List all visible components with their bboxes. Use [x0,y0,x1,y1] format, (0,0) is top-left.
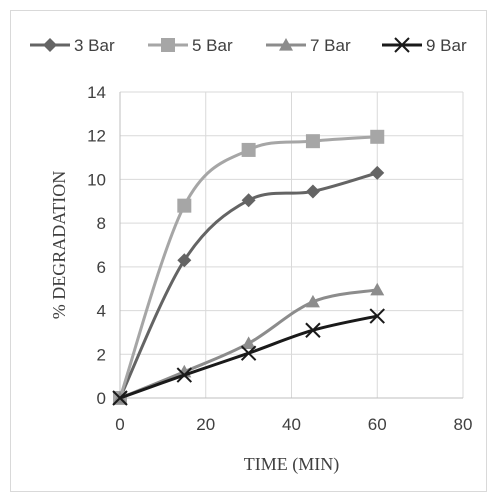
x-tick-label: 60 [368,415,387,434]
legend-label-3-bar: 3 Bar [74,36,115,55]
legend-label-5-bar: 5 Bar [192,36,233,55]
data-point-3-bar [241,193,256,208]
data-point-5-bar [241,142,256,157]
data-point-9-bar [176,367,193,383]
gridlines [120,91,464,398]
data-point-5-bar [370,129,385,144]
legend-marker-9-bar [394,37,410,53]
x-tick-label: 0 [115,415,124,434]
series-layer [112,129,385,406]
x-tick-label: 80 [454,415,473,434]
x-tick-label: 20 [196,415,215,434]
legend-label-9-bar: 9 Bar [426,36,467,55]
legend-label-7-bar: 7 Bar [310,36,351,55]
x-axis-title: TIME (MIN) [244,454,339,475]
data-point-3-bar [305,184,320,199]
legend-marker-7-bar [279,38,293,51]
series-line-9-bar [119,314,378,400]
legend-marker-5-bar [161,38,175,52]
series-line-3-bar [118,171,378,399]
y-tick-label: 0 [97,389,106,408]
x-marker-stroke [305,322,321,338]
data-point-7-bar [241,336,256,349]
x-marker-stroke [176,367,193,383]
chart-frame [10,10,487,492]
data-point-9-bar [369,308,385,324]
x-marker-stroke [369,308,385,324]
y-tick-label: 2 [97,345,106,364]
tick-labels: 0 2 4 6 8 10 12 14 0 20 40 60 80 [87,83,472,434]
y-tick-label: 14 [87,83,106,102]
legend: 3 Bar 5 Bar 7 Bar 9 Bar [30,36,467,55]
x-tick-label: 40 [282,415,301,434]
axes [119,92,463,399]
data-point-5-bar [305,134,320,149]
data-point-3-bar [370,165,385,180]
legend-marker-3-bar [43,38,57,52]
series-line-5-bar [118,135,378,399]
data-point-9-bar [240,345,257,361]
y-tick-label: 8 [97,214,106,233]
x-marker-stroke [394,37,410,53]
data-point-9-bar [112,390,128,406]
y-tick-label: 12 [87,127,106,146]
x-marker-stroke [240,345,257,361]
data-point-5-bar [177,198,192,213]
data-point-7-bar [305,294,320,308]
data-point-3-bar [177,253,192,268]
y-axis-title: % DEGRADATION [49,171,69,319]
y-tick-label: 6 [97,258,106,277]
x-marker-stroke [112,390,128,406]
data-point-9-bar [305,322,321,338]
data-point-7-bar [370,282,385,296]
y-tick-label: 10 [87,170,106,189]
y-tick-label: 4 [97,302,106,321]
